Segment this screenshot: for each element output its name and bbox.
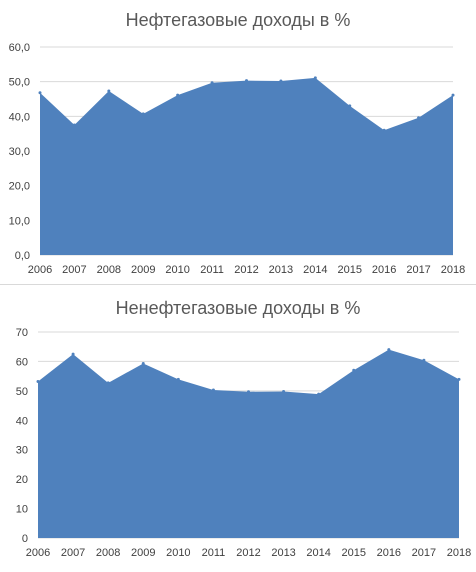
x-tick-label: 2013	[269, 264, 293, 276]
chart-divider	[0, 284, 476, 285]
series-area	[40, 77, 453, 255]
data-point	[107, 89, 111, 93]
non-oil-gas-area-plot: 0 10 20 30 40 50 60 70 2006 2007 2008 2009 2010 2011 2…	[16, 327, 471, 559]
x-tick-label: 2015	[338, 264, 362, 276]
x-tick-label: 2014	[306, 547, 330, 559]
y-tick-label: 20	[16, 474, 28, 486]
x-tick-label: 2012	[236, 547, 260, 559]
x-tick-label: 2010	[166, 547, 190, 559]
non-oil-gas-revenue-chart: Ненефтегазовые доходы в % 0 10 20 30 40 50 60 7…	[0, 286, 476, 572]
data-point	[245, 79, 248, 83]
data-point	[247, 390, 250, 394]
x-tick-label: 2011	[200, 264, 224, 276]
data-point	[348, 104, 352, 108]
x-tick-label: 2009	[131, 264, 155, 276]
x-tick-label: 2017	[406, 264, 430, 276]
data-point	[382, 128, 386, 132]
x-tick-label: 2008	[97, 264, 121, 276]
data-point	[71, 352, 75, 356]
y-tick-label: 50	[16, 386, 28, 398]
data-point	[176, 93, 180, 97]
y-tick-label: 30,0	[9, 146, 30, 158]
oil-gas-area-plot: 0,0 10,0 20,0 30,0 40,0 50,0 60,0 2006 2007 2008 2…	[9, 42, 466, 276]
data-point	[451, 93, 455, 97]
y-tick-label: 10,0	[9, 215, 30, 227]
y-tick-label: 70	[16, 327, 28, 339]
data-point	[457, 377, 461, 381]
data-point	[72, 123, 76, 127]
oil-gas-revenue-chart: Нефтегазовые доходы в % 0,0 10,0 20,0 30,0 4…	[0, 0, 476, 284]
x-tick-label: 2009	[131, 547, 155, 559]
y-tick-label: 0,0	[15, 250, 30, 262]
data-point	[38, 91, 42, 95]
x-tick-label: 2014	[303, 264, 327, 276]
x-tick-label: 2015	[342, 547, 366, 559]
data-point	[36, 379, 40, 383]
y-tick-label: 60,0	[9, 42, 30, 54]
x-tick-label: 2012	[234, 264, 258, 276]
x-tick-label: 2007	[62, 264, 86, 276]
x-tick-label: 2006	[26, 547, 50, 559]
y-tick-label: 40,0	[9, 111, 30, 123]
y-tick-label: 40	[16, 415, 28, 427]
data-point	[210, 81, 214, 85]
data-point	[422, 358, 426, 362]
x-tick-label: 2008	[96, 547, 120, 559]
x-tick-label: 2017	[412, 547, 436, 559]
x-tick-label: 2018	[447, 547, 471, 559]
data-point	[282, 389, 286, 393]
series-area	[38, 349, 459, 538]
data-point	[176, 377, 180, 381]
data-point	[313, 76, 317, 80]
x-tick-label: 2010	[165, 264, 189, 276]
data-point	[141, 361, 145, 365]
data-point	[211, 388, 215, 392]
chart-title: Ненефтегазовые доходы в %	[115, 298, 361, 318]
y-tick-label: 0	[22, 533, 28, 545]
data-point	[352, 368, 356, 372]
x-tick-label: 2018	[441, 264, 465, 276]
chart-title: Нефтегазовые доходы в %	[125, 10, 351, 30]
x-tick-label: 2011	[202, 547, 226, 559]
x-tick-label: 2016	[372, 264, 396, 276]
x-tick-label: 2013	[271, 547, 295, 559]
x-tick-label: 2007	[61, 547, 85, 559]
y-tick-label: 10	[16, 504, 28, 516]
x-tick-label: 2006	[28, 264, 52, 276]
data-point	[417, 116, 421, 120]
data-point	[141, 112, 145, 116]
x-tick-label: 2016	[377, 547, 401, 559]
y-tick-label: 30	[16, 445, 28, 457]
data-point	[106, 381, 110, 385]
y-tick-label: 20,0	[9, 181, 30, 193]
y-tick-label: 60	[16, 356, 28, 368]
y-tick-label: 50,0	[9, 77, 30, 89]
data-point	[279, 79, 283, 83]
data-point	[317, 392, 321, 396]
data-point	[387, 348, 391, 352]
